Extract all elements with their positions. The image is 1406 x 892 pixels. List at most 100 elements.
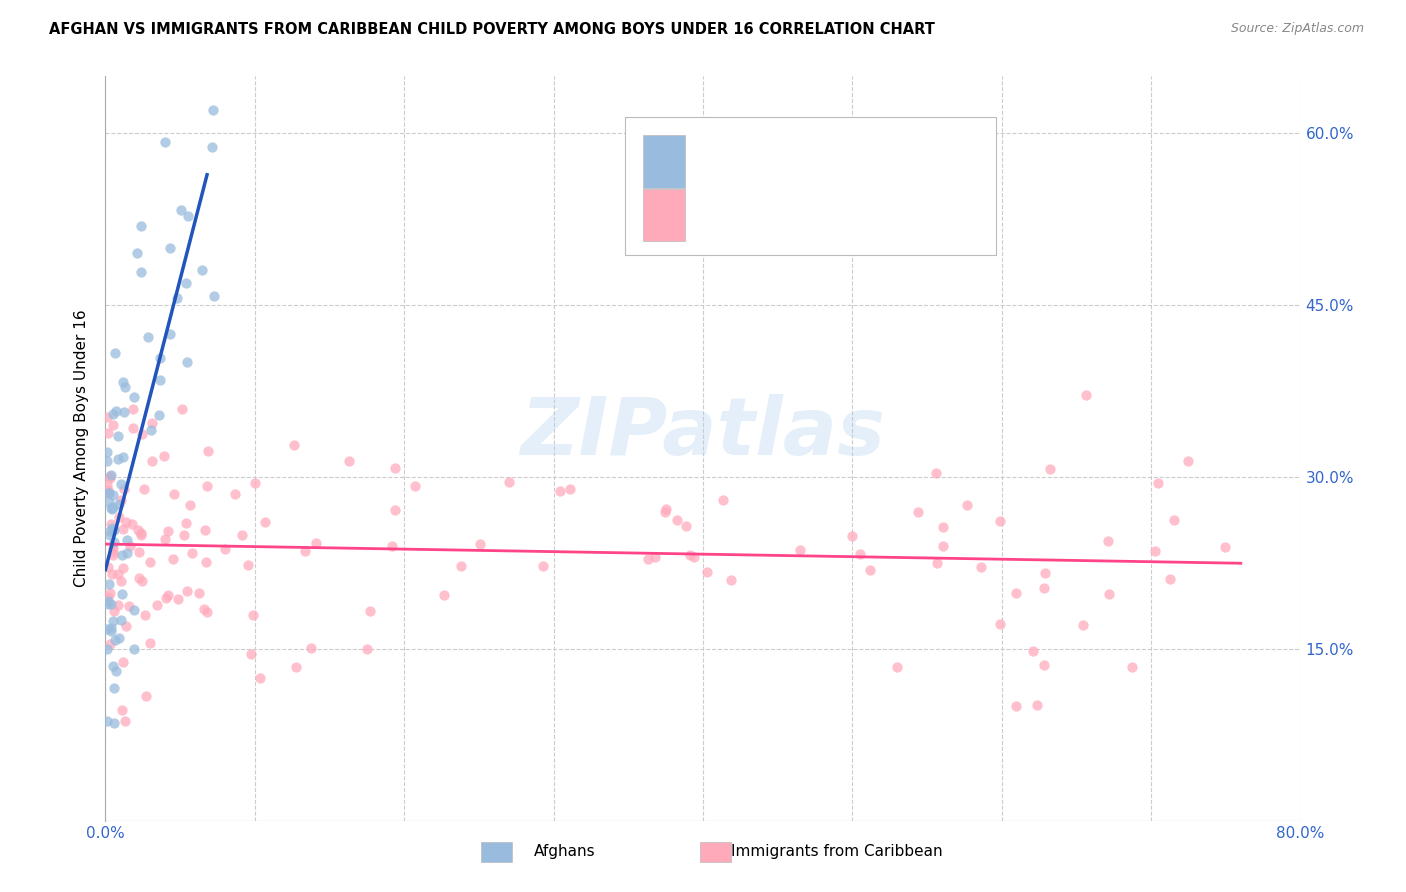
Point xyxy=(96,454,118,468)
Point xyxy=(112,656,135,670)
Point xyxy=(103,523,125,537)
Point xyxy=(97,484,120,499)
Point xyxy=(849,547,872,561)
Point xyxy=(101,566,124,581)
Point xyxy=(1032,658,1054,673)
Point xyxy=(122,420,145,434)
Point xyxy=(96,642,118,657)
Point xyxy=(841,528,863,542)
Point xyxy=(249,672,271,686)
Point xyxy=(637,552,659,566)
Point xyxy=(112,482,135,496)
Point xyxy=(173,528,195,542)
Point xyxy=(1177,454,1199,468)
Point xyxy=(859,563,882,577)
Point xyxy=(1097,533,1119,548)
Point xyxy=(231,527,253,541)
Point xyxy=(194,523,217,537)
Point xyxy=(101,544,124,558)
Text: ZIPatlas: ZIPatlas xyxy=(520,394,886,473)
Point xyxy=(100,468,122,483)
Point xyxy=(98,637,121,651)
Point xyxy=(100,624,122,638)
Point xyxy=(101,501,124,516)
Point xyxy=(134,607,156,622)
Point xyxy=(101,417,124,432)
Point xyxy=(129,219,152,233)
Point xyxy=(1144,544,1167,558)
Point xyxy=(404,479,426,493)
Point xyxy=(97,483,120,498)
Point xyxy=(305,536,328,550)
Point xyxy=(108,632,131,646)
Point xyxy=(666,513,689,527)
Point xyxy=(110,492,132,507)
Text: N = 144: N = 144 xyxy=(858,206,932,224)
Point xyxy=(141,453,163,467)
Point xyxy=(129,528,152,542)
Point xyxy=(253,515,276,529)
Point xyxy=(122,641,145,656)
Point xyxy=(179,499,201,513)
Point xyxy=(932,520,955,534)
Point xyxy=(101,614,124,628)
Point xyxy=(148,408,170,422)
Point xyxy=(337,454,360,468)
Point xyxy=(384,460,406,475)
Point xyxy=(155,591,177,606)
Point xyxy=(96,445,118,459)
Y-axis label: Child Poverty Among Boys Under 16: Child Poverty Among Boys Under 16 xyxy=(75,310,90,587)
Point xyxy=(111,587,134,601)
Point xyxy=(122,602,145,616)
Point xyxy=(97,560,120,574)
Point xyxy=(97,485,120,500)
Point xyxy=(245,476,267,491)
Point xyxy=(141,416,163,430)
Text: R = -0.113: R = -0.113 xyxy=(699,206,797,224)
Point xyxy=(104,345,127,359)
Point xyxy=(679,549,702,563)
Point xyxy=(115,545,138,559)
Point xyxy=(121,401,143,416)
Point xyxy=(103,715,125,730)
Point xyxy=(112,561,135,575)
Point xyxy=(193,602,215,616)
Point xyxy=(159,241,181,255)
Point xyxy=(101,407,124,421)
Point xyxy=(146,598,169,612)
Point xyxy=(359,604,381,618)
Point xyxy=(696,566,718,580)
Point xyxy=(711,492,734,507)
Point xyxy=(384,503,406,517)
Point xyxy=(135,689,157,703)
Point xyxy=(139,555,162,569)
Point xyxy=(683,550,706,565)
Point xyxy=(988,617,1011,632)
Point xyxy=(531,558,554,573)
Point xyxy=(114,380,136,394)
Point xyxy=(1076,388,1098,402)
Point xyxy=(450,559,472,574)
Point xyxy=(157,524,180,539)
Point xyxy=(153,135,176,149)
Point xyxy=(188,586,211,600)
Point xyxy=(127,246,149,260)
Point xyxy=(202,103,225,118)
Point xyxy=(97,594,120,608)
Point xyxy=(96,478,118,492)
Point xyxy=(153,449,176,463)
Point xyxy=(98,471,121,485)
Point xyxy=(96,409,118,424)
Bar xyxy=(644,189,685,241)
Point xyxy=(167,591,190,606)
Point xyxy=(242,608,264,623)
Point xyxy=(100,621,122,635)
Point xyxy=(149,373,172,387)
Point xyxy=(675,518,697,533)
Bar xyxy=(644,136,685,187)
Point xyxy=(98,528,121,542)
Point xyxy=(98,524,121,538)
Point xyxy=(284,660,307,674)
FancyBboxPatch shape xyxy=(700,842,731,862)
Point xyxy=(118,539,141,553)
